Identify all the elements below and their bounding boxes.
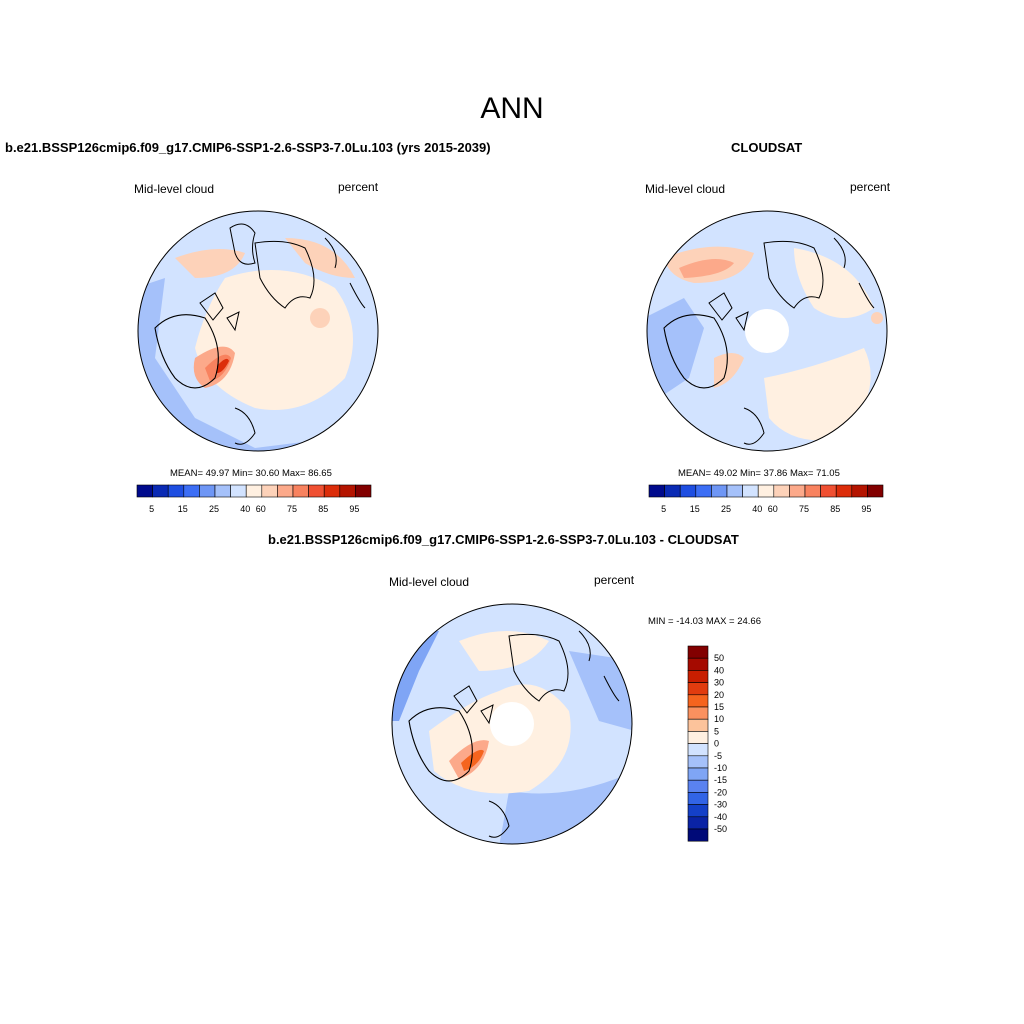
panel1-colorbar-swatch — [183, 484, 200, 498]
panel1-colorbar-swatch — [199, 484, 216, 498]
panel3-polar-map — [391, 603, 633, 845]
panel2-colorbar-swatch — [742, 484, 759, 498]
panel3-colorbar-swatch — [687, 767, 709, 781]
panel3-colorbar-tick-label: 0 — [714, 739, 719, 749]
panel1-colorbar-tick-label: 60 — [256, 504, 266, 514]
panel3-stats: MIN = -14.03 MAX = 24.66 — [648, 616, 762, 627]
panel3-colorbar-swatch — [687, 755, 709, 769]
panel3-variable-label: Mid-level cloud — [389, 575, 470, 589]
panel3-colorbar-swatch — [687, 645, 709, 659]
panel1-colorbar-swatch — [214, 484, 231, 498]
panel3-colorbar-tick-label: -10 — [714, 763, 727, 773]
panel2-colorbar-tick-label: 75 — [799, 504, 809, 514]
panel3-colorbar-swatch — [687, 779, 709, 793]
panel1-variable-label: Mid-level cloud — [134, 182, 215, 196]
panel2-colorbar-swatch — [757, 484, 775, 498]
panel1-title: b.e21.BSSP126cmip6.f09_g17.CMIP6-SSP1-2.… — [5, 140, 491, 155]
panel2-colorbar-tick-label: 60 — [768, 504, 778, 514]
panel3-colorbar-swatch — [687, 706, 709, 720]
panel3-title: b.e21.BSSP126cmip6.f09_g17.CMIP6-SSP1-2.… — [268, 532, 739, 547]
panel2-colorbar-tick-label: 15 — [690, 504, 700, 514]
panel2-colorbar-swatch — [835, 484, 853, 498]
panel2-colorbar-swatch — [726, 484, 743, 498]
panel2-colorbar-swatch — [867, 484, 884, 498]
panel1-colorbar-swatch — [292, 484, 309, 498]
figure-title: ANN — [480, 92, 544, 125]
panel2-colorbar-tick-label: 40 — [752, 504, 762, 514]
panel1-colorbar-swatch — [323, 484, 341, 498]
panel3-colorbar-tick-label: -5 — [714, 751, 722, 761]
panel1-colorbar-tick-label: 75 — [287, 504, 297, 514]
panel3-colorbar-tick-label: 30 — [714, 678, 724, 688]
panel1-colorbar-tick-label: 95 — [349, 504, 359, 514]
panel1-colorbar: 5 15 25 40 60 75 85 95 — [136, 484, 372, 514]
panel1-colorbar-swatch — [245, 484, 263, 498]
panel1-colorbar-swatch — [355, 484, 372, 498]
panel1-colorbar-swatch — [339, 484, 356, 498]
panel3-colorbar-tick-label: 50 — [714, 653, 724, 663]
panel2-colorbar-swatch — [851, 484, 868, 498]
panel3-units-label: percent — [594, 573, 635, 587]
panel2-colorbar-swatch — [648, 484, 665, 498]
panel3-colorbar-swatch — [687, 816, 709, 830]
panel1-colorbar-swatch — [167, 484, 185, 498]
panel1-units-label: percent — [338, 180, 379, 194]
panel1-colorbar-swatch — [136, 484, 153, 498]
panel1-colorbar-swatch — [308, 484, 325, 498]
panel3-colorbar-tick-label: 10 — [714, 714, 724, 724]
panel1-colorbar-swatch — [261, 484, 278, 498]
panel3-colorbar-tick-label: -30 — [714, 800, 727, 810]
panel2-polar-map — [646, 210, 888, 452]
panel1-polar-map — [137, 210, 379, 452]
panel2-stats: MEAN= 49.02 Min= 37.86 Max= 71.05 — [678, 468, 840, 479]
panel2-variable-label: Mid-level cloud — [645, 182, 726, 196]
panel2-colorbar-tick-label: 95 — [861, 504, 871, 514]
panel1-colorbar-tick-label: 15 — [178, 504, 188, 514]
panel2-colorbar-swatch — [711, 484, 728, 498]
panel3-colorbar-swatch — [687, 743, 709, 757]
panel2-colorbar-tick-label: 5 — [661, 504, 666, 514]
panel3-colorbar-swatch — [687, 657, 709, 671]
panel1-colorbar-swatch — [277, 484, 294, 498]
panel1-colorbar-tick-label: 25 — [209, 504, 219, 514]
panel1-stats: MEAN= 49.97 Min= 30.60 Max= 86.65 — [170, 468, 332, 479]
panel3-colorbar-swatch — [687, 792, 709, 805]
panel1-colorbar-swatch — [152, 484, 169, 498]
panel2-colorbar-swatch — [804, 484, 821, 498]
panel3-colorbar-tick-label: -40 — [714, 812, 727, 822]
panel3-colorbar-swatch — [687, 694, 709, 708]
panel2-colorbar-tick-label: 25 — [721, 504, 731, 514]
panel3-colorbar-swatch — [687, 731, 709, 744]
panel1-colorbar-swatch — [230, 484, 247, 498]
panel2-colorbar-swatch — [695, 484, 712, 498]
panel1-colorbar-tick-label: 40 — [240, 504, 250, 514]
panel3-colorbar-tick-label: 5 — [714, 726, 719, 736]
panel2-colorbar-swatch — [664, 484, 681, 498]
panel2-colorbar-swatch — [679, 484, 697, 498]
panel3-colorbar-swatch — [687, 804, 709, 818]
panel3-colorbar-tick-label: -50 — [714, 824, 727, 834]
panel3-colorbar-swatch — [687, 670, 709, 683]
panel3-colorbar-tick-label: 20 — [714, 690, 724, 700]
panel1-colorbar-tick-label: 85 — [318, 504, 328, 514]
panel2-colorbar: 5 15 25 40 60 75 85 95 — [648, 484, 884, 514]
panel3-colorbar-swatch — [687, 718, 709, 732]
panel2-colorbar-tick-label: 85 — [830, 504, 840, 514]
panel2-colorbar-swatch — [820, 484, 837, 498]
panel1-colorbar-tick-label: 5 — [149, 504, 154, 514]
panel3-colorbar-tick-label: -20 — [714, 787, 727, 797]
panel2-colorbar-swatch — [789, 484, 806, 498]
panel2-colorbar-swatch — [773, 484, 790, 498]
panel3-colorbar-tick-label: 15 — [714, 702, 724, 712]
panel3-colorbar-tick-label: -15 — [714, 775, 727, 785]
panel3-colorbar-tick-label: 40 — [714, 665, 724, 675]
panel2-title: CLOUDSAT — [731, 140, 803, 155]
panel3-colorbar-swatch — [687, 828, 709, 842]
panel3-colorbar-swatch — [687, 682, 709, 696]
panel2-units-label: percent — [850, 180, 891, 194]
